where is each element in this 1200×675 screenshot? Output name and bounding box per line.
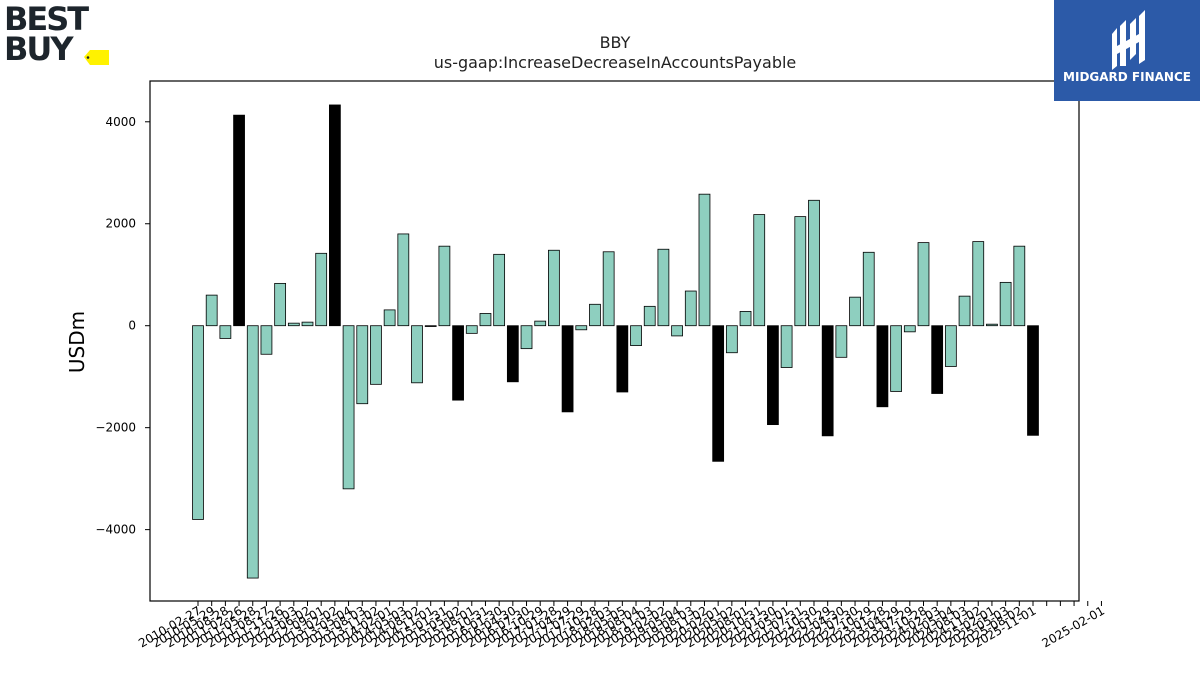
bar-33 (630, 325, 642, 346)
midgard-logo-background (1054, 0, 1200, 101)
x-tick-label: 2025-02-01 (1040, 603, 1107, 650)
bar-48 (835, 325, 848, 358)
bar-25 (520, 325, 533, 350)
bar-8 (287, 322, 300, 327)
best-buy-logo-line1: BEST (4, 0, 89, 38)
bar-46 (808, 199, 820, 327)
bar-44 (780, 325, 793, 368)
bar-43 (767, 325, 779, 426)
midgard-logo-text: MIDGARD FINANCE (1063, 70, 1191, 84)
bar-12 (342, 325, 355, 490)
y-tick-label: −4000 (95, 523, 136, 537)
y-tick-label: −2000 (95, 421, 136, 435)
bar-60 (999, 281, 1012, 327)
y-axis-label: USDm (65, 311, 89, 373)
bar-39 (712, 325, 725, 462)
bar-22 (479, 313, 492, 327)
bar-29 (575, 325, 588, 331)
bar-58 (972, 241, 985, 327)
price-tag-hole (86, 56, 90, 59)
chart-title: BBY (600, 33, 631, 52)
chart-subtitle: us-gaap:IncreaseDecreaseInAccountsPayabl… (434, 53, 797, 72)
bar-55 (931, 325, 944, 394)
bar-5 (246, 325, 259, 579)
bar-52 (890, 325, 902, 392)
bar-35 (657, 248, 670, 327)
bar-50 (862, 251, 875, 327)
bar-27 (548, 249, 560, 327)
bar-53 (903, 325, 916, 333)
bar-37 (684, 290, 697, 327)
bar-38 (698, 193, 711, 327)
bar-15 (383, 309, 396, 327)
bar-21 (465, 325, 478, 334)
bar-2 (205, 294, 218, 327)
bar-47 (821, 325, 834, 437)
bar-45 (794, 216, 807, 327)
bars-group (192, 104, 1039, 579)
bar-4 (233, 114, 245, 327)
x-ticks-group: 2010-02-272010-05-292010-08-282011-02-26… (136, 601, 1107, 650)
y-tick-label: 2000 (105, 217, 136, 231)
bar-32 (616, 325, 629, 393)
bar-57 (958, 295, 971, 327)
bar-7 (274, 282, 287, 327)
best-buy-logo-line2: BUY (4, 30, 74, 68)
bar-26 (534, 320, 547, 327)
bar-36 (671, 325, 683, 337)
bar-31 (602, 251, 615, 327)
bar-6 (260, 325, 273, 355)
bar-17 (411, 325, 423, 384)
bar-61 (1013, 245, 1026, 327)
bar-9 (301, 321, 314, 327)
bar-59 (986, 323, 998, 327)
bar-56 (944, 325, 957, 367)
price-tag-icon (84, 50, 109, 65)
bar-28 (561, 325, 574, 413)
bar-24 (506, 325, 519, 383)
bar-62 (1027, 325, 1039, 436)
bar-54 (917, 242, 930, 327)
y-ticks-group: −4000 −2000 0 2000 4000 (95, 115, 150, 537)
bar-23 (493, 253, 506, 327)
bar-11 (329, 104, 341, 327)
bar-42 (753, 214, 766, 327)
bar-20 (452, 325, 464, 401)
bar-40 (725, 325, 738, 354)
midgard-emblem-icon (1112, 10, 1145, 70)
bar-30 (589, 303, 601, 327)
bar-18 (424, 325, 437, 327)
plot-frame (149, 80, 1080, 602)
y-tick-label: 0 (128, 319, 136, 333)
bar-3 (219, 325, 232, 339)
bar-13 (356, 325, 369, 405)
y-tick-label: 4000 (105, 115, 136, 129)
bar-51 (876, 325, 889, 408)
bar-41 (739, 311, 752, 327)
bar-16 (397, 233, 410, 327)
bar-19 (438, 245, 451, 327)
bar-10 (315, 252, 328, 327)
midgard-finance-logo: MIDGARD FINANCE (1054, 0, 1200, 101)
bar-14 (370, 325, 382, 385)
best-buy-logo: BEST BUY (0, 0, 120, 70)
bar-1 (192, 325, 204, 520)
bar-49 (849, 296, 861, 327)
bar-34 (643, 305, 656, 327)
